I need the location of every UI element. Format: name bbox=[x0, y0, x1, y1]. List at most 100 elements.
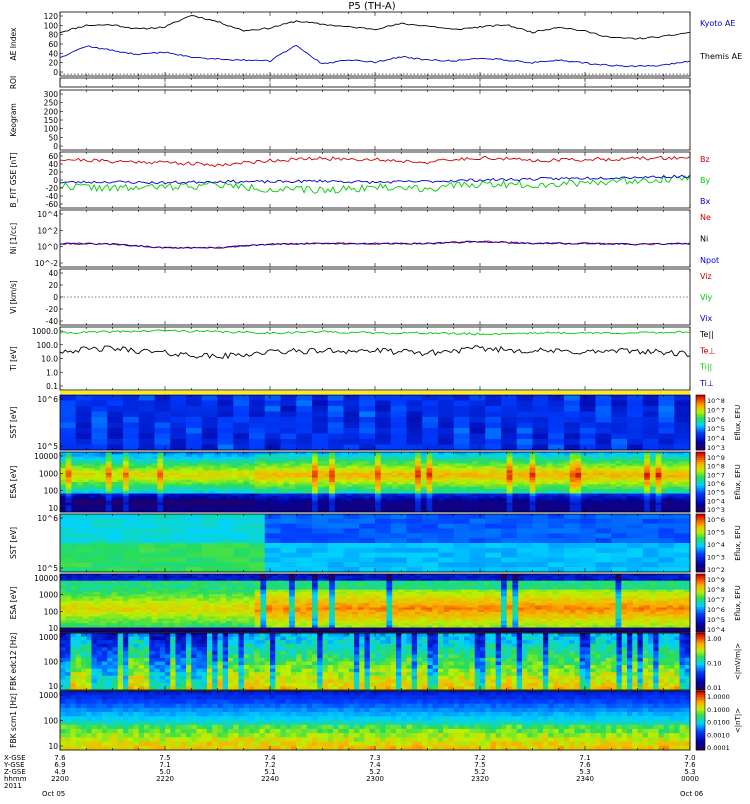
velocity-ytick-label: 20 bbox=[48, 281, 58, 290]
esa2-ytick-label: 1000 bbox=[39, 591, 58, 600]
fbk2-spectrogram bbox=[60, 691, 690, 750]
sst1-colorbar-tick: 10^5 bbox=[707, 425, 725, 433]
temperature-legend-label: Te|| bbox=[699, 330, 714, 339]
roi-ylabel: ROI bbox=[9, 76, 18, 89]
temperature-ytick-label: 1000.0 bbox=[32, 327, 58, 336]
fbk2-colorbar-tick: 0.0100 bbox=[707, 719, 730, 727]
fbk1-colorbar-label: <|mV/m|> bbox=[734, 643, 742, 680]
keogram-ytick-label: 250 bbox=[44, 99, 59, 108]
hhmm-value: 2220 bbox=[156, 775, 174, 783]
sst1-colorbar-tick: 10^3 bbox=[707, 444, 725, 452]
fbk2-colorbar-tick: 0.0010 bbox=[707, 731, 730, 739]
sst2-colorbar-tick: 10^5 bbox=[707, 529, 725, 537]
sst2-colorbar-tick: 10^4 bbox=[707, 541, 725, 549]
density-ytick-label: 10^-2 bbox=[35, 259, 59, 268]
hhmm-value: 2240 bbox=[261, 775, 279, 783]
bfit-series-line bbox=[60, 156, 690, 166]
bfit-legend-label: Bx bbox=[700, 197, 710, 206]
ae-ytick-label: 60 bbox=[48, 40, 58, 49]
fbk1-spectrogram bbox=[60, 633, 690, 690]
esa1-colorbar-tick: 10^3 bbox=[707, 506, 725, 514]
esa2-ytick-label: 100 bbox=[44, 607, 59, 616]
sst1-colorbar-tick: 10^8 bbox=[707, 397, 725, 405]
temperature-legend-label: Ti⊥ bbox=[699, 379, 714, 388]
sst1-ytick-label: 10^5 bbox=[37, 442, 58, 451]
esa1-ytick-label: 10 bbox=[48, 504, 58, 513]
ae-frame bbox=[60, 12, 690, 76]
ae-legend-label: Kyoto AE bbox=[700, 19, 735, 28]
fbk2-colorbar-tick: 0.1000 bbox=[707, 706, 730, 714]
mode-bar bbox=[60, 391, 690, 394]
date-end: Oct 06 bbox=[680, 790, 704, 798]
temperature-ytick-label: 10.0 bbox=[41, 355, 58, 364]
keogram-ytick-label: 200 bbox=[44, 107, 59, 116]
fbk2-ylabel: FBK scm1 [Hz] bbox=[9, 693, 18, 748]
time-row-label: 2011 bbox=[4, 782, 22, 790]
esa1-ytick-label: 10000 bbox=[34, 452, 58, 461]
keogram-ylabel: Keogram bbox=[9, 103, 18, 137]
velocity-ytick-label: -20 bbox=[46, 305, 58, 314]
ae-legend-label: Themis AE bbox=[699, 52, 742, 61]
ae-ytick-label: 80 bbox=[48, 31, 58, 40]
keogram-ytick-label: 50 bbox=[48, 133, 58, 142]
ae-ytick-label: 40 bbox=[48, 49, 58, 58]
sst2-spectrogram bbox=[60, 514, 690, 572]
esa1-colorbar-tick: 10^5 bbox=[707, 489, 725, 497]
temperature-ytick-label: 0.1 bbox=[46, 382, 58, 391]
velocity-ytick-label: -40 bbox=[46, 317, 58, 326]
temperature-te-line bbox=[60, 346, 690, 359]
temperature-ylabel: Ti [eV] bbox=[9, 346, 18, 371]
density-frame bbox=[60, 210, 690, 267]
fbk2-ytick-label: 1000 bbox=[39, 691, 58, 700]
esa1-spectrogram bbox=[60, 452, 690, 512]
hhmm-value: 2300 bbox=[366, 775, 384, 783]
keogram-ytick-label: 100 bbox=[44, 125, 59, 134]
ae-series-line bbox=[60, 46, 690, 67]
esa2-spectrogram bbox=[60, 574, 690, 632]
fbk2-colorbar-label: <|nT|> bbox=[734, 708, 742, 733]
sst1-ylabel: SST [eV] bbox=[9, 406, 18, 438]
temperature-frame bbox=[60, 327, 690, 390]
hhmm-value: 2320 bbox=[471, 775, 489, 783]
velocity-ylabel: Vi [km/s] bbox=[9, 280, 18, 313]
ae-series-line bbox=[60, 16, 690, 40]
velocity-legend-label: Vix bbox=[700, 314, 713, 323]
density-ylabel: Ni [1/cc] bbox=[9, 223, 18, 255]
esa1-ytick-label: 100 bbox=[44, 487, 59, 496]
keogram-frame bbox=[60, 90, 690, 150]
esa2-colorbar-tick: 10^9 bbox=[707, 576, 725, 584]
fbk1-ytick-label: 100 bbox=[44, 658, 59, 667]
hhmm-value: 2340 bbox=[576, 775, 594, 783]
esa2-colorbar-tick: 10^6 bbox=[707, 606, 725, 614]
keogram-ytick-label: 0 bbox=[53, 142, 58, 151]
fbk1-colorbar-tick: 0.10 bbox=[707, 660, 721, 668]
esa1-colorbar-tick: 10^4 bbox=[707, 497, 725, 505]
density-legend-label: Ne bbox=[700, 213, 711, 222]
sst2-ytick-label: 10^6 bbox=[37, 514, 58, 523]
sst2-colorbar-tick: 10^3 bbox=[707, 554, 725, 562]
esa1-colorbar-tick: 10^8 bbox=[707, 463, 725, 471]
sst1-colorbar-tick: 10^4 bbox=[707, 435, 725, 443]
density-ytick-label: 10^0 bbox=[37, 243, 58, 252]
velocity-ytick-label: 0 bbox=[53, 293, 58, 302]
fbk1-ytick-label: 10 bbox=[48, 682, 58, 691]
sst1-colorbar-tick: 10^6 bbox=[707, 416, 725, 424]
fbk2-ytick-label: 10 bbox=[48, 742, 58, 751]
bfit-ylabel: B_FIT GSE [nT] bbox=[9, 152, 18, 207]
sst2-colorbar-tick: 10^6 bbox=[707, 516, 725, 524]
esa2-colorbar-tick: 10^5 bbox=[707, 616, 725, 624]
esa2-colorbar-tick: 10^7 bbox=[707, 596, 725, 604]
sst2-colorbar-label: Eflux, EFU bbox=[734, 525, 742, 560]
bfit-ytick-label: -60 bbox=[46, 200, 58, 209]
fbk1-ytick-label: 1000 bbox=[39, 633, 58, 642]
ae-ytick-label: 120 bbox=[44, 12, 59, 21]
bfit-legend-label: By bbox=[700, 176, 710, 185]
sst2-colorbar-tick: 10^2 bbox=[707, 566, 725, 574]
plot-title: P5 (TH-A) bbox=[348, 1, 395, 12]
ae-ytick-label: 100 bbox=[44, 21, 59, 30]
fbk2-colorbar-tick: 0.0001 bbox=[707, 744, 730, 752]
density-ytick-label: 10^4 bbox=[37, 210, 58, 219]
esa1-ylabel: ESA [eV] bbox=[9, 466, 18, 499]
density-ytick-label: 10^2 bbox=[37, 226, 58, 235]
